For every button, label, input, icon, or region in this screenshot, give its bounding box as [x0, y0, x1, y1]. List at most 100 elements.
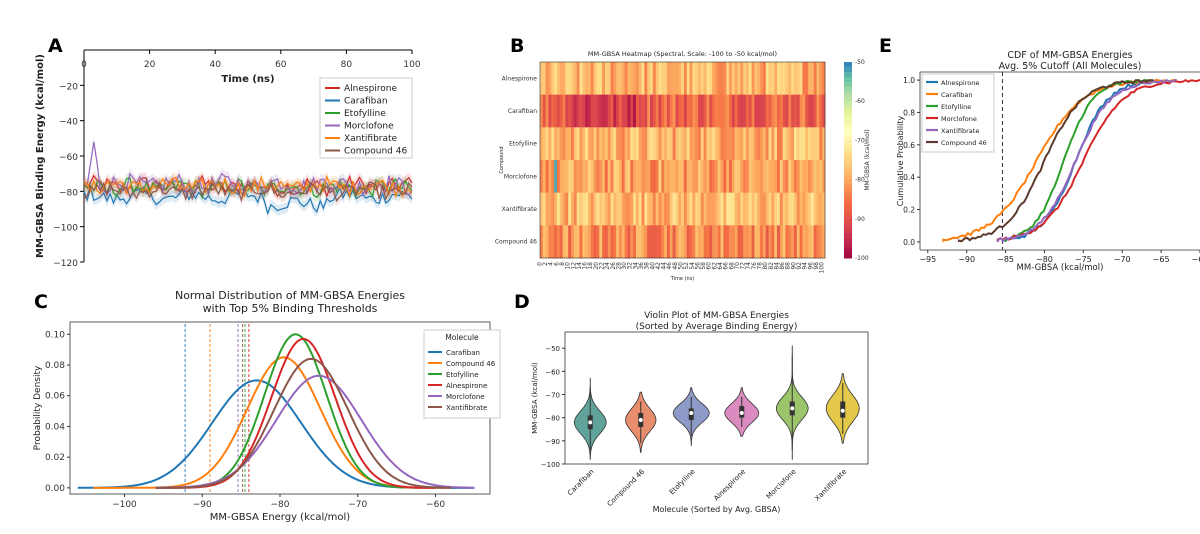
panel-b-x-tick-label: 60: [706, 262, 713, 270]
panel-b-heat-cell: [545, 160, 549, 194]
panel-b-heat-cell: [610, 127, 614, 161]
panel-a-x-tick-label: 20: [144, 60, 156, 70]
panel-b-heat-cell: [760, 94, 764, 128]
panel-c-legend-label: Alnespirone: [446, 382, 487, 390]
panel-b-heat-cell: [576, 127, 580, 161]
panel-b-heat-cell: [796, 160, 801, 194]
panel-b-heat-cell: [726, 94, 730, 128]
panel-b-plot-frame: [539, 61, 826, 259]
panel-d-y-tick-label: −90: [545, 438, 560, 446]
panel-b-x-tick-label: 70: [734, 262, 741, 270]
panel-b-heat-cell: [664, 225, 668, 259]
panel-b-heat-cell: [698, 192, 702, 226]
panel-b-heat-cell: [630, 160, 634, 194]
panel-b-heat-cell: [816, 94, 820, 128]
panel-b-heat-cell: [681, 192, 685, 226]
panel-b-heat-cell: [819, 225, 823, 259]
panel-b-heat-cell: [816, 62, 820, 96]
panel-b-heat-cell: [768, 225, 772, 259]
panel-b-x-tick-label: 96: [807, 262, 814, 270]
panel-b-heat-cell: [703, 160, 707, 194]
panel-b-heat-cell: [729, 127, 733, 161]
panel-c-density-curve: [155, 374, 475, 489]
panel-b-heat-cell: [810, 62, 815, 96]
panel-b-heat-cell: [573, 127, 578, 161]
panel-b-x-tick-label: 84: [773, 262, 780, 270]
panel-b-heat-cell: [652, 62, 657, 96]
panel-a-legend-label: Compound 46: [344, 147, 407, 157]
panel-b-x-tick-label: 40: [649, 262, 656, 270]
panel-b-heat-cell: [698, 94, 702, 128]
panel-b-heat-cell: [793, 127, 798, 161]
panel-b-heat-cell: [607, 94, 611, 128]
panel-b-heat-cell: [714, 160, 719, 194]
panel-b-heat-cell: [590, 127, 595, 161]
panel-b-heat-cell: [635, 94, 640, 128]
panel-b-colorbar-segment: [844, 135, 852, 141]
panel-b-heat-cell: [743, 192, 747, 226]
panel-b-heat-cell: [782, 127, 786, 161]
panel-b-heat-cell: [619, 225, 623, 259]
panel-b-heat-cell: [796, 127, 801, 161]
panel-d-y-tick-label: −50: [545, 345, 560, 353]
panel-b-heat-cell: [540, 160, 544, 194]
panel-b-heat-cell: [647, 62, 651, 96]
panel-e-y-tick-label: 0.2: [903, 206, 915, 215]
panel-b-heat-cell: [703, 62, 707, 96]
panel-b-heat-cell: [740, 62, 744, 96]
panel-b-heat-cell: [686, 225, 690, 259]
panel-b-x-tick-label: 10: [565, 262, 572, 270]
panel-b-heat-cell: [771, 192, 775, 226]
panel-b-x-tick-label: 12: [570, 262, 577, 270]
panel-b-colorbar-label: MM-GBSA (kcal/mol): [864, 129, 871, 190]
panel-b-heat-cell: [729, 225, 733, 259]
panel-b-heat-cell: [621, 225, 626, 259]
panel-b-heat-cell: [616, 192, 620, 226]
panel-b-heat-cell: [700, 225, 705, 259]
panel-b-heat-cell: [743, 160, 747, 194]
panel-b-heat-cell: [556, 127, 561, 161]
panel-a-legend-label: Carafiban: [344, 97, 388, 107]
panel-b-heat-cell: [737, 160, 741, 194]
panel-b-heat-cell: [630, 62, 634, 96]
panel-b-heat-cell: [808, 127, 812, 161]
panel-b-heat-cell: [635, 127, 640, 161]
panel-b-heat-cell: [700, 192, 705, 226]
panel-b-colorbar-segment: [844, 218, 852, 225]
panel-b-heat-cell: [678, 94, 682, 128]
panel-b-heat-cell: [587, 62, 592, 96]
panel-a-x-tick-label: 40: [209, 60, 221, 70]
panel-b-heat-cell: [740, 225, 744, 259]
panel-b-heat-cell: [540, 127, 544, 161]
panel-b-heat-cell: [695, 62, 699, 96]
panel-b-heat-cell: [714, 62, 719, 96]
panel-c-x-axis-label: MM-GBSA Energy (kcal/mol): [210, 512, 351, 523]
panel-b-heat-cell: [607, 225, 611, 259]
panel-b-heat-cell: [672, 192, 676, 226]
panel-b-colorbar-segment: [844, 101, 852, 107]
panel-b-heat-cell: [554, 160, 558, 194]
panel-b-heat-cell: [796, 62, 801, 96]
panel-b-heat-cell: [664, 192, 668, 226]
panel-b-x-tick-label: 94: [802, 262, 809, 270]
panel-b-heat-cell: [672, 94, 676, 128]
panel-b-heat-cell: [698, 225, 702, 259]
panel-b-x-tick-label: 22: [598, 262, 605, 270]
panel-b-heat-cell: [542, 62, 547, 96]
panel-b-heat-cell: [768, 192, 772, 226]
panel-b-heat-cell: [743, 225, 747, 259]
panel-b-heat-cell: [714, 192, 719, 226]
panel-b-heat-cell: [661, 62, 665, 96]
panel-b-heat-cell: [816, 160, 820, 194]
panel-b-heat-cell: [565, 62, 569, 96]
panel-b-heat-cell: [610, 192, 614, 226]
panel-b-heat-cell: [666, 192, 671, 226]
panel-b-heat-cell: [822, 62, 826, 96]
panel-b-heat-cell: [624, 225, 628, 259]
panel-b-heat-cell: [737, 62, 741, 96]
panel-e-cdf-curve: [942, 78, 1177, 242]
panel-b-heat-cell: [678, 127, 682, 161]
panel-b-heat-cell: [689, 62, 693, 96]
panel-b-heat-cell: [802, 94, 806, 128]
panel-b-heat-cell: [627, 127, 631, 161]
